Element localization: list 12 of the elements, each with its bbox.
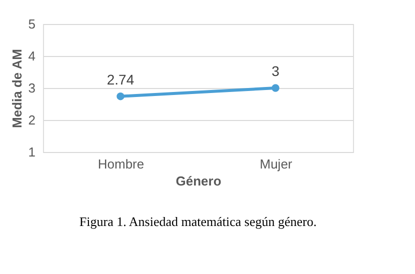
y-tick-label: 5 bbox=[28, 16, 36, 32]
data-label: 3 bbox=[272, 63, 280, 79]
y-tick-label: 4 bbox=[28, 48, 36, 64]
data-label: 2.74 bbox=[106, 71, 134, 88]
text: Figura 1. Ansiedad matemática según género. bbox=[79, 214, 317, 229]
x-tick-label: Mujer bbox=[260, 156, 293, 172]
y-axis-title: Media de AM bbox=[9, 49, 24, 128]
y-tick-label: 1 bbox=[28, 144, 36, 160]
x-axis-title: Género bbox=[176, 174, 222, 188]
y-tick-label: 2 bbox=[28, 112, 36, 128]
x-tick-label: Hombre bbox=[98, 156, 144, 172]
y-tick-label: 3 bbox=[28, 80, 36, 96]
